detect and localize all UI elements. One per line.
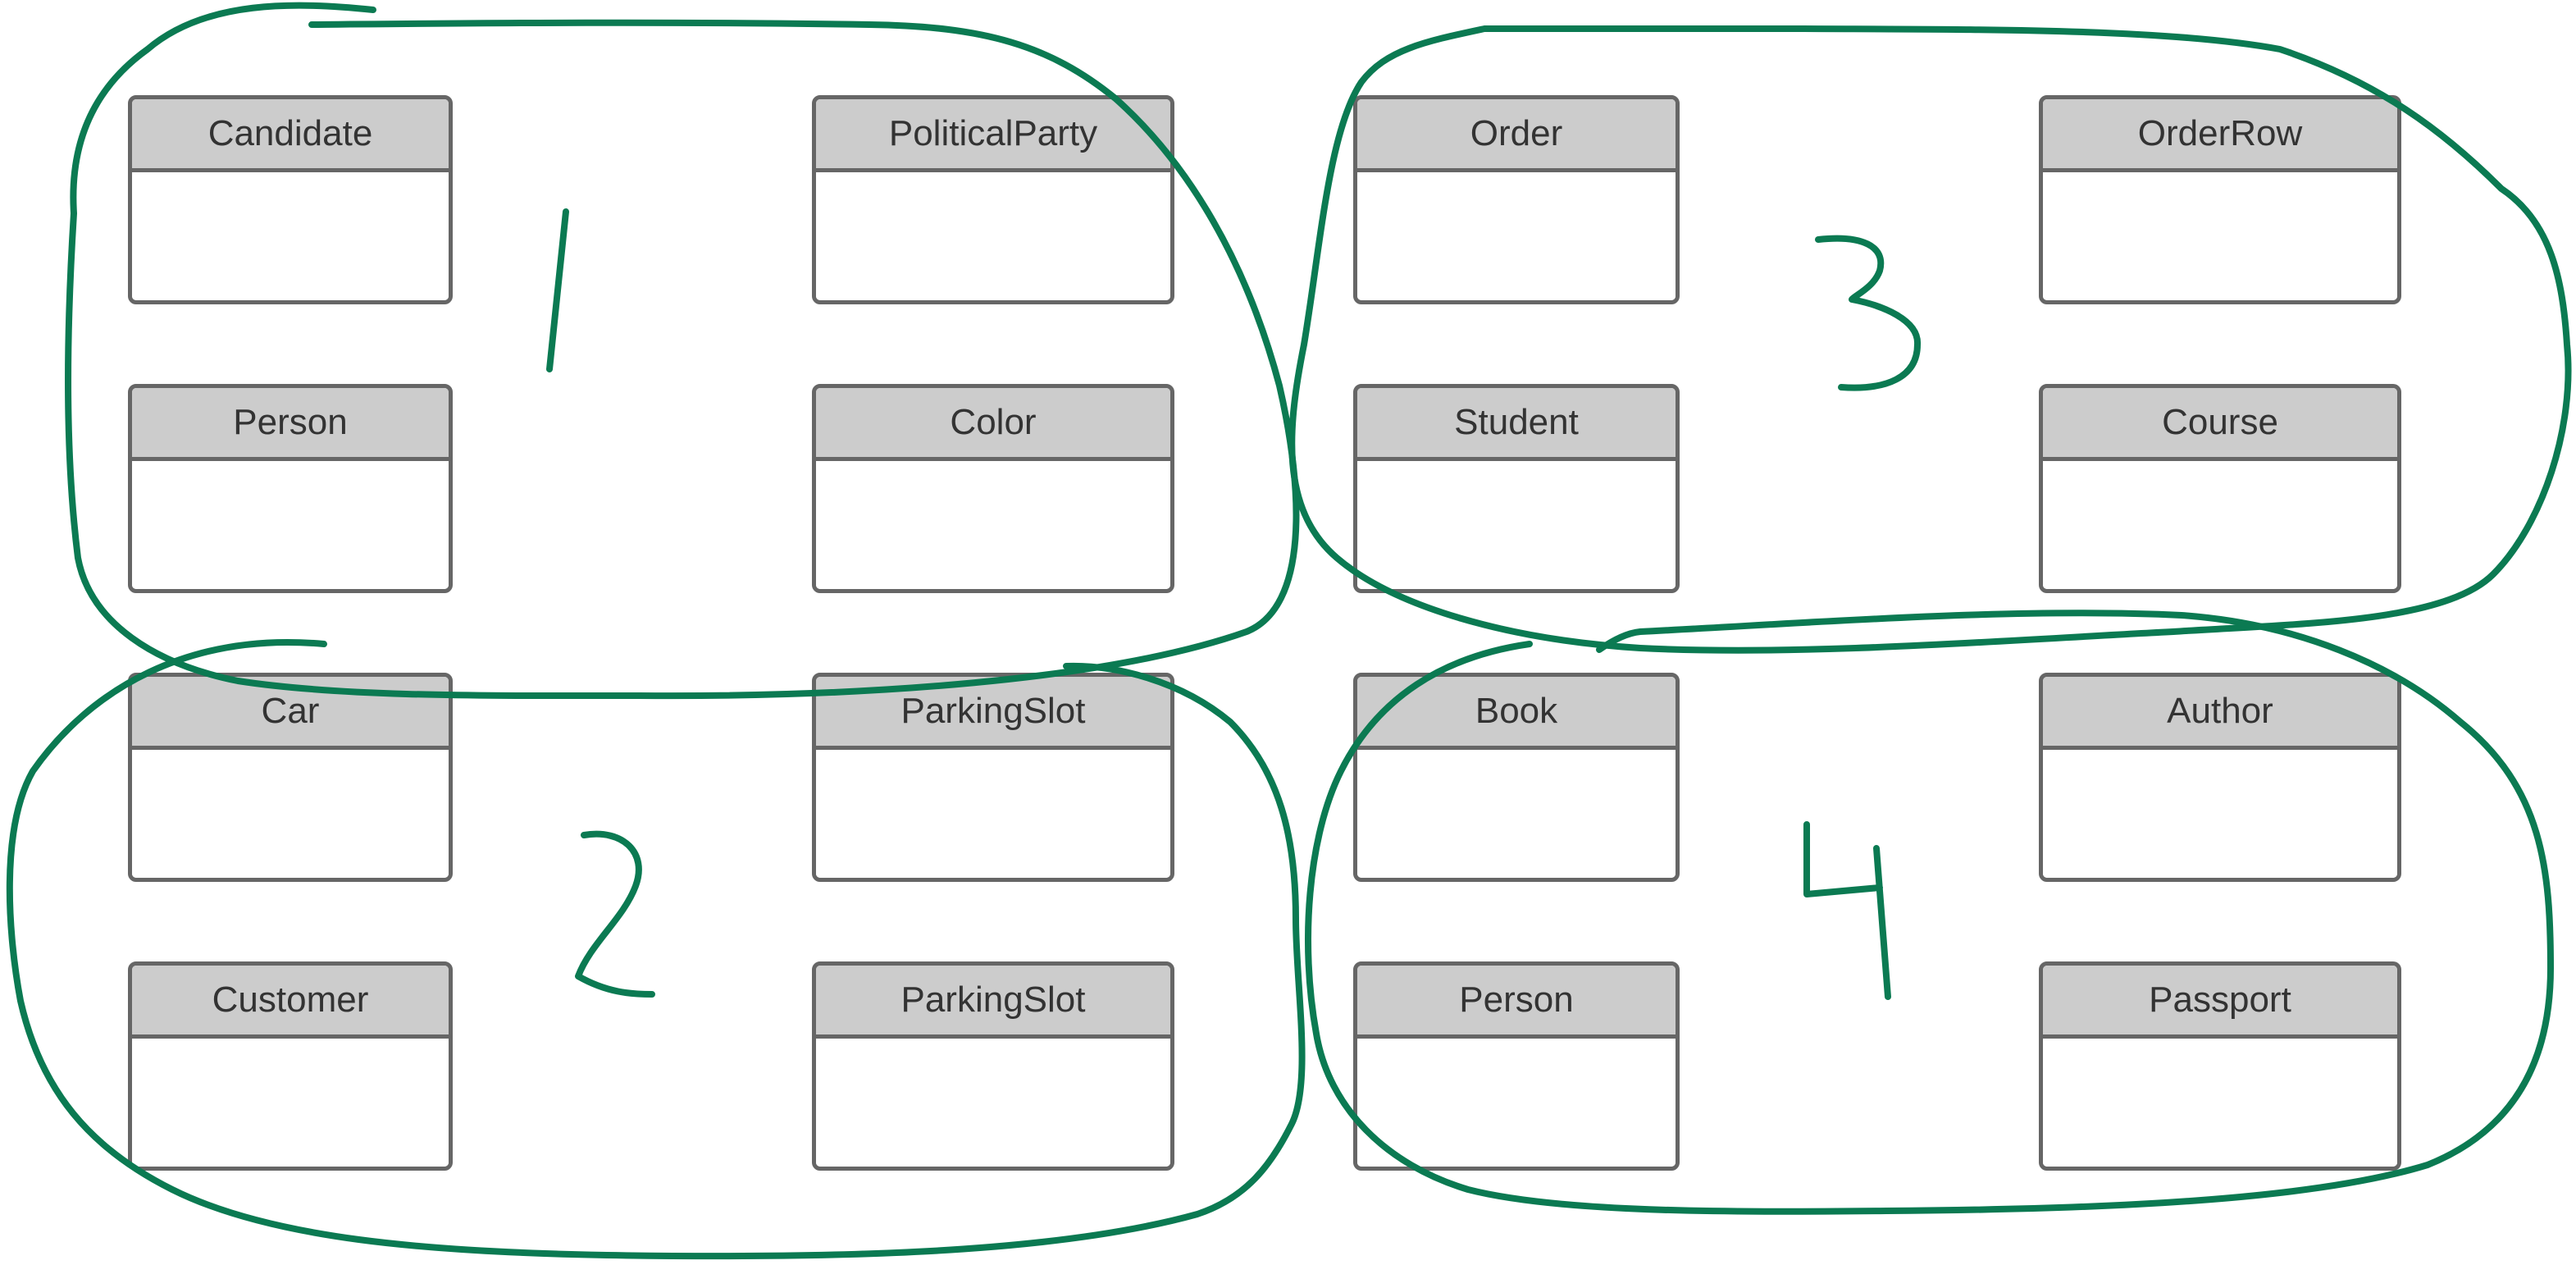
group-3-outline (1292, 29, 2568, 651)
group-number-2 (578, 834, 652, 994)
group-outlines (10, 6, 2569, 1257)
group-number-4 (1807, 824, 1888, 997)
group-1-outline (68, 6, 1296, 696)
group-4-outline (1308, 613, 2551, 1211)
group-number-3 (1818, 239, 1917, 388)
group-2-outline (10, 642, 1302, 1256)
group-number-1 (549, 212, 566, 369)
group-numbers (549, 212, 1917, 997)
